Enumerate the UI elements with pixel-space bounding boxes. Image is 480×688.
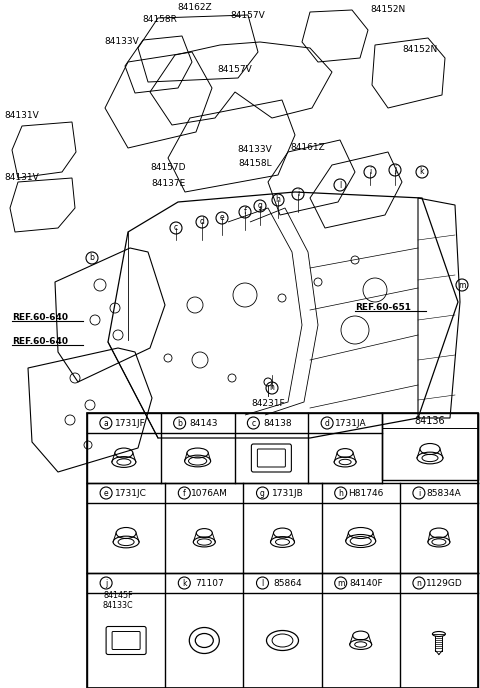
Text: i: i [418,488,420,497]
Text: c: c [174,224,178,233]
Text: 84140F: 84140F [349,579,383,588]
Text: 1731JB: 1731JB [272,488,303,497]
Text: i: i [369,167,371,177]
Text: REF.60-651: REF.60-651 [355,303,411,312]
Text: 84157V: 84157V [230,12,265,21]
Bar [382,413,478,480]
Text: 84133V: 84133V [238,145,272,155]
Text: 1076AM: 1076AM [191,488,228,497]
Text: l: l [262,579,264,588]
Text: 85834A: 85834A [427,488,461,497]
Text: 84161Z: 84161Z [290,144,325,153]
Text: k: k [420,167,424,177]
Text: g: g [258,202,263,211]
Text: e: e [104,488,108,497]
Text: 84231F: 84231F [251,400,285,409]
Text: 84145F: 84145F [103,590,133,599]
Text: l: l [339,180,341,189]
Text: 84152N: 84152N [402,45,438,54]
Text: 84131V: 84131V [5,173,39,182]
Text: 71107: 71107 [195,579,224,588]
Text: f: f [244,208,246,217]
Text: 84157D: 84157D [150,164,186,173]
Text: 84136: 84136 [415,416,445,426]
Text: H81746: H81746 [348,488,384,497]
Text: 84133C: 84133C [103,601,133,610]
Text: c: c [252,418,255,427]
Text: 1731JF: 1731JF [115,418,145,427]
Text: 84133V: 84133V [105,38,139,47]
Text: d: d [324,418,330,427]
Text: 84143: 84143 [190,418,218,427]
Text: 84158L: 84158L [238,158,272,167]
Text: j: j [105,579,107,588]
Text: h: h [276,195,280,204]
Text: d: d [200,217,204,226]
Text: 84138: 84138 [263,418,292,427]
Text: m: m [458,281,466,290]
Text: n: n [270,383,275,392]
Text: REF.60-640: REF.60-640 [12,314,68,323]
Text: 1129GD: 1129GD [426,579,462,588]
Text: a: a [104,418,108,427]
Text: j: j [394,166,396,175]
Text: REF.60-640: REF.60-640 [12,338,68,347]
Text: 1731JA: 1731JA [336,418,367,427]
Text: 84158R: 84158R [143,16,178,25]
Text: b: b [177,418,182,427]
Text: 1731JC: 1731JC [115,488,147,497]
Text: 84152N: 84152N [371,6,406,14]
Text: k: k [182,579,187,588]
Text: b: b [90,253,95,263]
Text: g: g [260,488,265,497]
Text: f: f [183,488,186,497]
Text: 84131V: 84131V [5,111,39,120]
Text: m: m [337,579,344,588]
Text: 84137E: 84137E [151,178,185,188]
Bar [87,413,478,688]
Text: 84157V: 84157V [217,65,252,74]
Text: h: h [338,488,343,497]
Text: e: e [220,213,224,222]
Text: 84162Z: 84162Z [178,3,212,12]
Text: 85864: 85864 [273,579,302,588]
Text: i: i [297,189,299,199]
Text: n: n [417,579,421,588]
